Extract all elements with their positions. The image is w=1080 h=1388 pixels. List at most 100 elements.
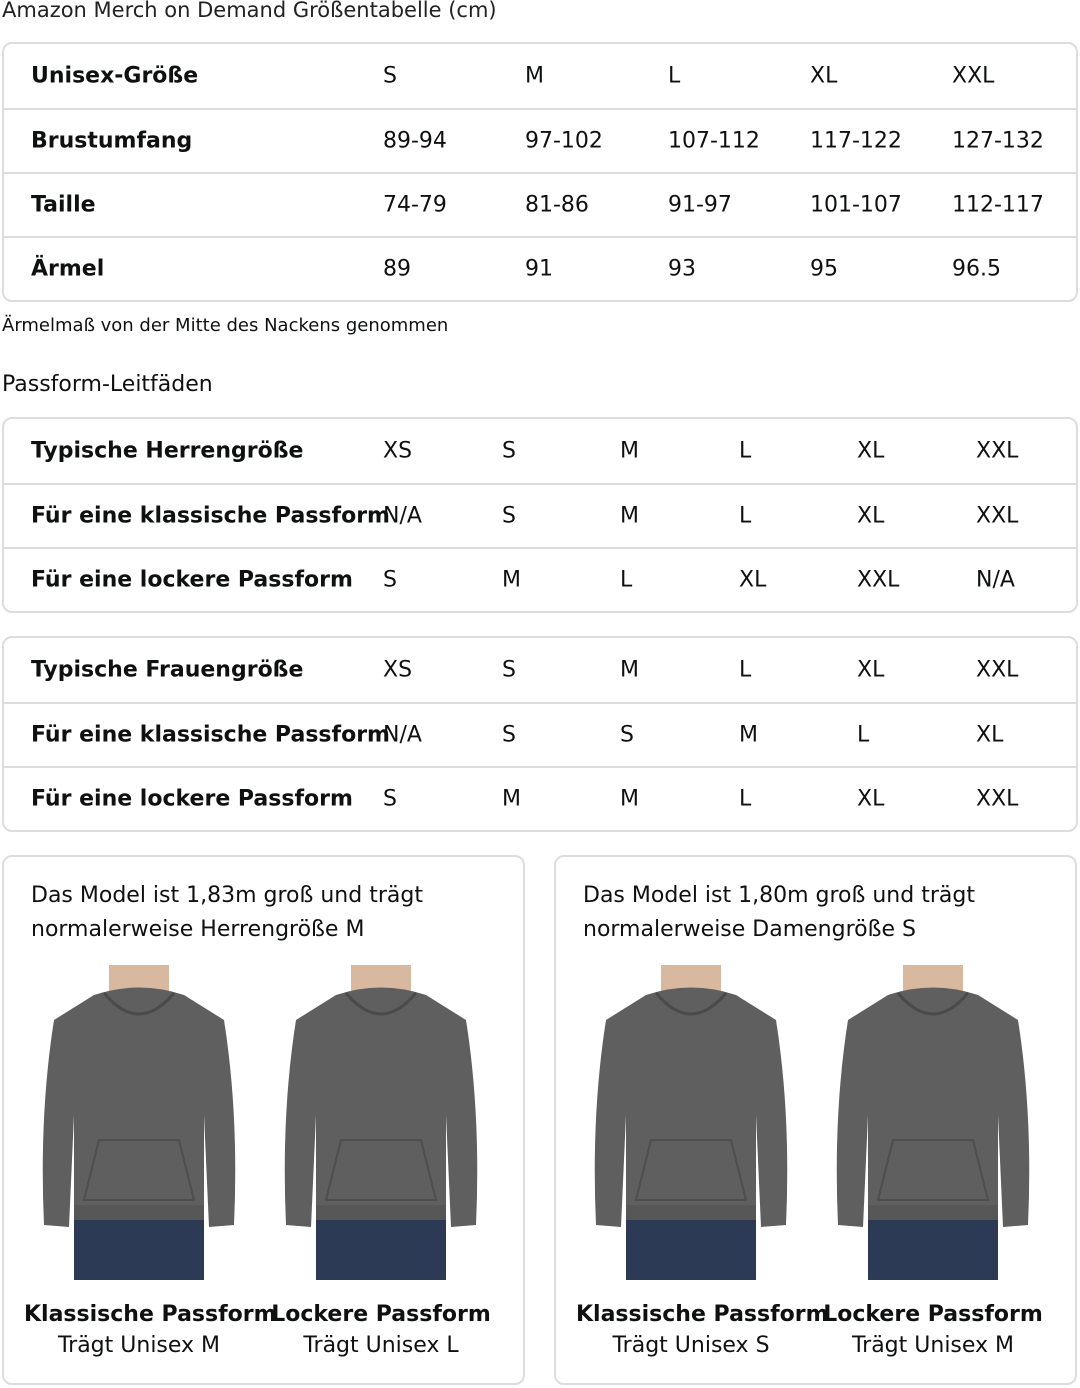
cell: 95 (810, 256, 838, 282)
cell: 107-112 (668, 128, 760, 154)
table-row: Brustumfang 89-94 97-102 107-112 117-122 127-… (4, 108, 1076, 172)
wears-label: Trägt Unisex M (851, 1333, 1015, 1358)
model-description: Das Model ist 1,83m groß und trägt norma… (31, 883, 423, 942)
cell: L (620, 567, 633, 593)
hoodie-model-image (284, 965, 478, 1280)
cell: XL (976, 722, 1004, 748)
fit-figure: Klassische Passform Trägt Unisex S (576, 965, 829, 1358)
men-fit-table: Typische Herrengröße XS S M L XL XXL Für eine k… (2, 417, 1078, 613)
table-row: Unisex-Größe S M L XL XXL (4, 44, 1076, 108)
fit-figure: Lockere Passform Trägt Unisex M (818, 965, 1048, 1358)
cell: XXL (976, 503, 1019, 529)
fit-figure: Klassische Passform Trägt Unisex M (24, 965, 277, 1358)
table-row: Für eine lockere Passform S M M L XL XXL (4, 766, 1076, 830)
cell: 112-117 (952, 192, 1044, 218)
cell: XXL (976, 438, 1019, 464)
hoodie-model-image (594, 965, 788, 1280)
cell: XXL (857, 567, 900, 593)
cell: XXL (976, 786, 1019, 812)
cell: 81-86 (525, 192, 589, 218)
cell: L (739, 438, 752, 464)
fit-label: Klassische Passform (576, 1302, 829, 1327)
cell: N/A (976, 567, 1015, 593)
cell: XL (810, 63, 838, 89)
row-label: Typische Frauengröße (31, 657, 304, 683)
cell: M (502, 786, 521, 812)
cell: 96.5 (952, 256, 1001, 282)
cell: S (383, 786, 397, 812)
cell: XL (857, 438, 885, 464)
table-row: Für eine klassische Passform N/A S M L XL XXL (4, 483, 1076, 547)
fit-label: Lockere Passform (823, 1302, 1043, 1327)
cell: M (620, 438, 639, 464)
fit-label: Klassische Passform (24, 1302, 277, 1327)
table-row: Typische Frauengröße XS S M L XL XXL (4, 638, 1076, 702)
cell: 74-79 (383, 192, 447, 218)
cell: 127-132 (952, 128, 1044, 154)
cell: XL (739, 567, 767, 593)
wears-label: Trägt Unisex L (303, 1333, 459, 1358)
cell: M (620, 657, 639, 683)
fit-figure: Lockere Passform Trägt Unisex L (266, 965, 496, 1358)
cell: 91-97 (668, 192, 732, 218)
cell: XS (383, 657, 413, 683)
row-label: Für eine klassische Passform (31, 722, 390, 748)
women-model-card: Das Model ist 1,80m groß und trägt norma… (554, 855, 1077, 1385)
row-label: Typische Herrengröße (31, 438, 304, 464)
cell: N/A (383, 722, 422, 748)
cell: L (668, 63, 681, 89)
cell: S (383, 63, 397, 89)
cell: S (502, 657, 516, 683)
cell: XL (857, 786, 885, 812)
cell: XL (857, 657, 885, 683)
table-row: Für eine klassische Passform N/A S S M L XL (4, 702, 1076, 766)
wears-label: Trägt Unisex M (57, 1333, 221, 1358)
cell: S (502, 438, 516, 464)
women-fit-table: Typische Frauengröße XS S M L XL XXL Für eine k… (2, 636, 1078, 832)
cell: XS (383, 438, 413, 464)
row-label: Taille (31, 192, 96, 218)
table-row: Ärmel 89 91 93 95 96.5 (4, 236, 1076, 300)
cell: M (620, 786, 639, 812)
cell: 117-122 (810, 128, 902, 154)
cell: M (739, 722, 758, 748)
cell: XXL (976, 657, 1019, 683)
cell: M (525, 63, 544, 89)
cell: 89 (383, 256, 411, 282)
row-label: Für eine klassische Passform (31, 503, 390, 529)
cell: L (739, 657, 752, 683)
cell: 91 (525, 256, 553, 282)
cell: 89-94 (383, 128, 447, 154)
cell: S (502, 503, 516, 529)
table-row: Für eine lockere Passform S M L XL XXL N/A (4, 547, 1076, 611)
cell: M (502, 567, 521, 593)
row-label: Ärmel (31, 256, 105, 282)
table-row: Typische Herrengröße XS S M L XL XXL (4, 419, 1076, 483)
cell: S (620, 722, 634, 748)
cell: M (620, 503, 639, 529)
cell: 101-107 (810, 192, 902, 218)
men-model-card: Das Model ist 1,83m groß und trägt norma… (2, 855, 525, 1385)
cell: XXL (952, 63, 995, 89)
sleeve-note: Ärmelmaß von der Mitte des Nackens genom… (2, 315, 449, 336)
hoodie-model-image (42, 965, 236, 1280)
cell: XL (857, 503, 885, 529)
row-label: Unisex-Größe (31, 63, 199, 89)
table-row: Taille 74-79 81-86 91-97 101-107 112-117 (4, 172, 1076, 236)
cell: L (739, 786, 752, 812)
fit-label: Lockere Passform (271, 1302, 491, 1327)
wears-label: Trägt Unisex S (612, 1333, 770, 1358)
page-title: Amazon Merch on Demand Größentabelle (cm… (2, 0, 497, 22)
model-description: Das Model ist 1,80m groß und trägt norma… (583, 883, 975, 942)
cell: N/A (383, 503, 422, 529)
row-label: Für eine lockere Passform (31, 786, 353, 812)
cell: S (502, 722, 516, 748)
cell: S (383, 567, 397, 593)
row-label: Brustumfang (31, 128, 193, 154)
fit-heading: Passform-Leitfäden (2, 372, 213, 397)
cell: L (739, 503, 752, 529)
cell: 93 (668, 256, 696, 282)
cell: 97-102 (525, 128, 603, 154)
row-label: Für eine lockere Passform (31, 567, 353, 593)
cell: L (857, 722, 870, 748)
